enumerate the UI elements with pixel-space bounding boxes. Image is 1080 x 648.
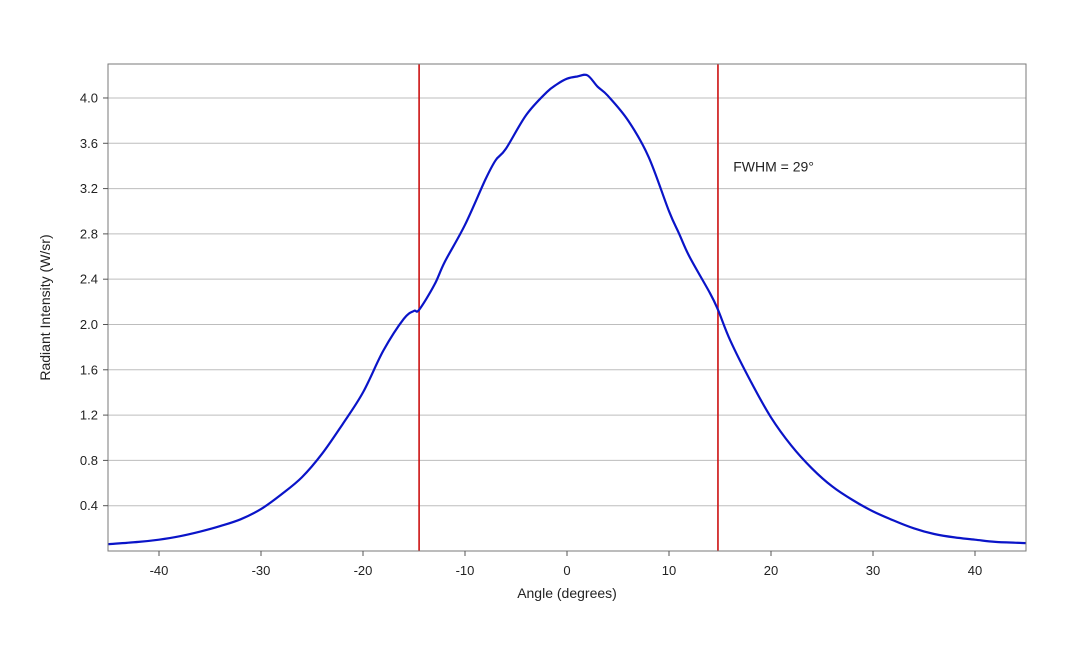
- x-axis-title: Angle (degrees): [517, 585, 617, 601]
- fwhm-annotation: FWHM = 29°: [733, 159, 814, 175]
- y-tick-label: 3.2: [80, 181, 98, 196]
- y-tick-label: 2.4: [80, 272, 98, 287]
- x-tick-label: 40: [968, 563, 982, 578]
- gridlines: [108, 97, 1026, 507]
- x-tick-label: 10: [662, 563, 676, 578]
- series-layer: [107, 73, 1027, 546]
- y-tick-label: 2.0: [80, 317, 98, 332]
- x-tick-label: -10: [456, 563, 475, 578]
- x-axis-ticks: -40 -30 -20 -10 0 10 20 30 40: [150, 551, 982, 578]
- y-tick-label: 3.6: [80, 136, 98, 151]
- y-tick-label: 2.8: [80, 226, 98, 241]
- y-tick-label: 4.0: [80, 90, 98, 105]
- y-tick-label: 1.2: [80, 408, 98, 423]
- intensity-curve: [107, 73, 1027, 546]
- x-tick-label: 0: [563, 563, 570, 578]
- x-tick-label: -40: [150, 563, 169, 578]
- x-tick-label: 30: [866, 563, 880, 578]
- y-tick-label: 1.6: [80, 362, 98, 377]
- y-tick-label: 0.8: [80, 453, 98, 468]
- x-tick-label: -20: [354, 563, 373, 578]
- y-axis-title: Radiant Intensity (W/sr): [37, 234, 53, 380]
- y-tick-label: 0.4: [80, 498, 98, 513]
- y-axis-ticks: 0.4 0.8 1.2 1.6 2.0 2.4 2.8 3.2 3.6 4.0: [80, 90, 108, 513]
- x-tick-label: 20: [764, 563, 778, 578]
- x-tick-label: -30: [252, 563, 271, 578]
